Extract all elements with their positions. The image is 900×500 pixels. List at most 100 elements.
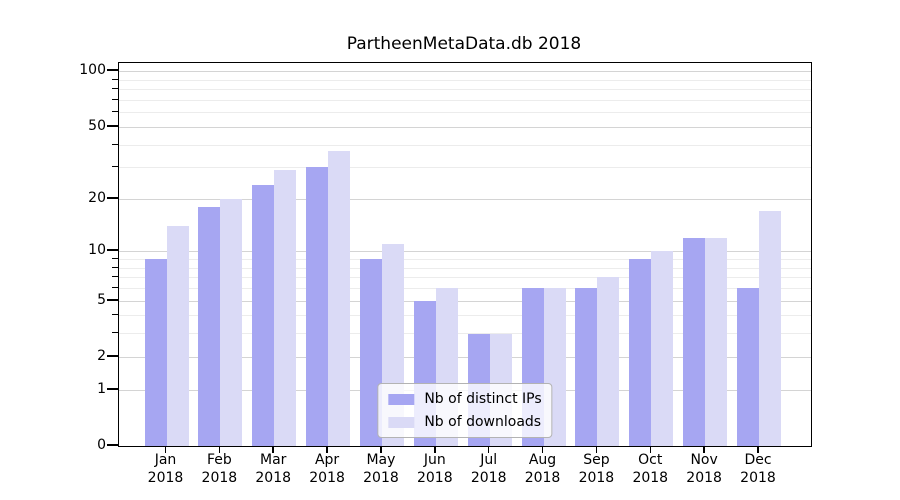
x-tick-month: Mar bbox=[260, 452, 287, 468]
bar-distinct-ips bbox=[359, 259, 382, 446]
y-tick-label: 50 bbox=[88, 117, 106, 134]
major-gridline bbox=[119, 300, 811, 302]
x-tick-mark bbox=[380, 446, 382, 453]
x-tick-label: Apr 2018 bbox=[295, 451, 359, 487]
minor-gridline bbox=[119, 89, 811, 91]
y-tick-mark bbox=[107, 249, 118, 252]
x-tick-mark bbox=[487, 446, 490, 453]
minor-gridline bbox=[119, 288, 811, 290]
legend-label: Nb of downloads bbox=[424, 414, 542, 430]
major-gridline bbox=[119, 71, 811, 73]
y-minor-tick-mark bbox=[112, 98, 118, 100]
y-minor-tick-mark bbox=[112, 166, 118, 168]
x-tick-year: 2018 bbox=[416, 470, 453, 486]
x-tick-year: 2018 bbox=[201, 470, 238, 486]
x-tick-label: Jan 2018 bbox=[134, 451, 198, 487]
bar-distinct-ips bbox=[198, 207, 221, 446]
x-tick-mark bbox=[649, 446, 652, 453]
bar-distinct-ips bbox=[575, 288, 598, 446]
x-tick-year: 2018 bbox=[740, 470, 776, 486]
x-tick-month: Apr bbox=[314, 452, 340, 468]
legend-label: Nb of distinct IPs bbox=[424, 391, 542, 407]
x-tick-month: Nov bbox=[690, 452, 718, 468]
x-tick-year: 2018 bbox=[470, 470, 507, 486]
y-tick-label: 2 bbox=[97, 347, 106, 364]
y-minor-tick-mark bbox=[112, 111, 118, 113]
bar-distinct-ips bbox=[737, 288, 759, 446]
y-tick-mark bbox=[107, 298, 118, 301]
bar-downloads bbox=[220, 198, 243, 446]
y-tick-label: 1 bbox=[97, 380, 106, 397]
major-gridline bbox=[119, 198, 811, 200]
x-tick-mark bbox=[164, 446, 167, 453]
y-minor-tick-mark bbox=[112, 314, 118, 316]
minor-gridline bbox=[119, 267, 811, 269]
x-tick-mark bbox=[218, 446, 221, 453]
minor-gridline bbox=[119, 333, 811, 335]
x-tick-year: 2018 bbox=[255, 470, 292, 486]
legend-swatch-downloads bbox=[388, 416, 415, 428]
bar-downloads bbox=[597, 277, 620, 446]
bar-distinct-ips bbox=[252, 184, 275, 446]
y-tick-label: 0 bbox=[97, 437, 106, 453]
legend-swatch-distinct-ips bbox=[388, 393, 415, 405]
y-minor-tick-mark bbox=[112, 276, 118, 278]
major-gridline bbox=[119, 126, 811, 128]
y-minor-tick-mark bbox=[112, 266, 118, 268]
bar-downloads bbox=[166, 226, 189, 446]
x-tick-label: Feb 2018 bbox=[187, 451, 251, 487]
x-tick-mark bbox=[541, 446, 544, 453]
x-tick-year: 2018 bbox=[524, 470, 561, 486]
legend-entry: Nb of distinct IPs bbox=[388, 391, 542, 407]
bar-downloads bbox=[651, 251, 674, 446]
y-tick-label: 5 bbox=[97, 291, 106, 308]
y-tick-mark bbox=[107, 444, 118, 446]
x-tick-year: 2018 bbox=[632, 470, 669, 486]
legend-entry: Nb of downloads bbox=[388, 414, 541, 430]
x-tick-mark bbox=[326, 446, 328, 453]
x-tick-label: Dec 2018 bbox=[726, 451, 790, 487]
x-tick-year: 2018 bbox=[686, 470, 722, 486]
x-tick-month: Aug bbox=[528, 452, 557, 468]
minor-gridline bbox=[119, 315, 811, 317]
y-minor-tick-mark bbox=[112, 332, 118, 334]
minor-gridline bbox=[119, 112, 811, 114]
x-tick-month: Oct bbox=[638, 452, 663, 468]
x-tick-mark bbox=[595, 446, 598, 453]
y-tick-label: 100 bbox=[79, 62, 106, 79]
y-tick-mark bbox=[107, 69, 118, 72]
bar-downloads bbox=[274, 169, 297, 446]
x-tick-label: Mar 2018 bbox=[241, 451, 305, 487]
bar-downloads bbox=[328, 150, 351, 446]
x-tick-label: Aug 2018 bbox=[511, 451, 575, 487]
x-tick-label: Sep 2018 bbox=[564, 451, 628, 487]
minor-gridline bbox=[119, 99, 811, 101]
x-tick-month: Jun bbox=[423, 452, 446, 468]
x-tick-mark bbox=[703, 446, 705, 453]
x-tick-month: Sep bbox=[583, 452, 610, 468]
minor-gridline bbox=[119, 277, 811, 279]
legend: Nb of distinct IPs Nb of downloads bbox=[377, 383, 553, 438]
x-tick-mark bbox=[757, 446, 759, 453]
x-tick-label: Nov 2018 bbox=[672, 451, 736, 487]
y-tick-mark bbox=[107, 354, 118, 357]
x-tick-label: Jun 2018 bbox=[403, 451, 467, 487]
x-tick-month: Feb bbox=[206, 452, 232, 468]
major-gridline bbox=[119, 251, 811, 253]
y-minor-tick-mark bbox=[112, 258, 118, 260]
major-gridline bbox=[119, 356, 811, 358]
y-tick-label: 10 bbox=[88, 242, 106, 259]
x-tick-mark bbox=[272, 446, 274, 453]
minor-gridline bbox=[119, 144, 811, 146]
bar-distinct-ips bbox=[144, 259, 167, 446]
minor-gridline bbox=[119, 167, 811, 169]
bar-distinct-ips bbox=[629, 259, 652, 446]
x-tick-year: 2018 bbox=[363, 470, 399, 486]
plot-area: Nb of distinct IPs Nb of downloads bbox=[118, 62, 812, 447]
x-tick-label: Jul 2018 bbox=[457, 451, 521, 487]
x-tick-mark bbox=[434, 446, 436, 453]
x-tick-month: Jan bbox=[154, 452, 177, 468]
y-minor-tick-mark bbox=[112, 88, 118, 90]
minor-gridline bbox=[119, 79, 811, 81]
